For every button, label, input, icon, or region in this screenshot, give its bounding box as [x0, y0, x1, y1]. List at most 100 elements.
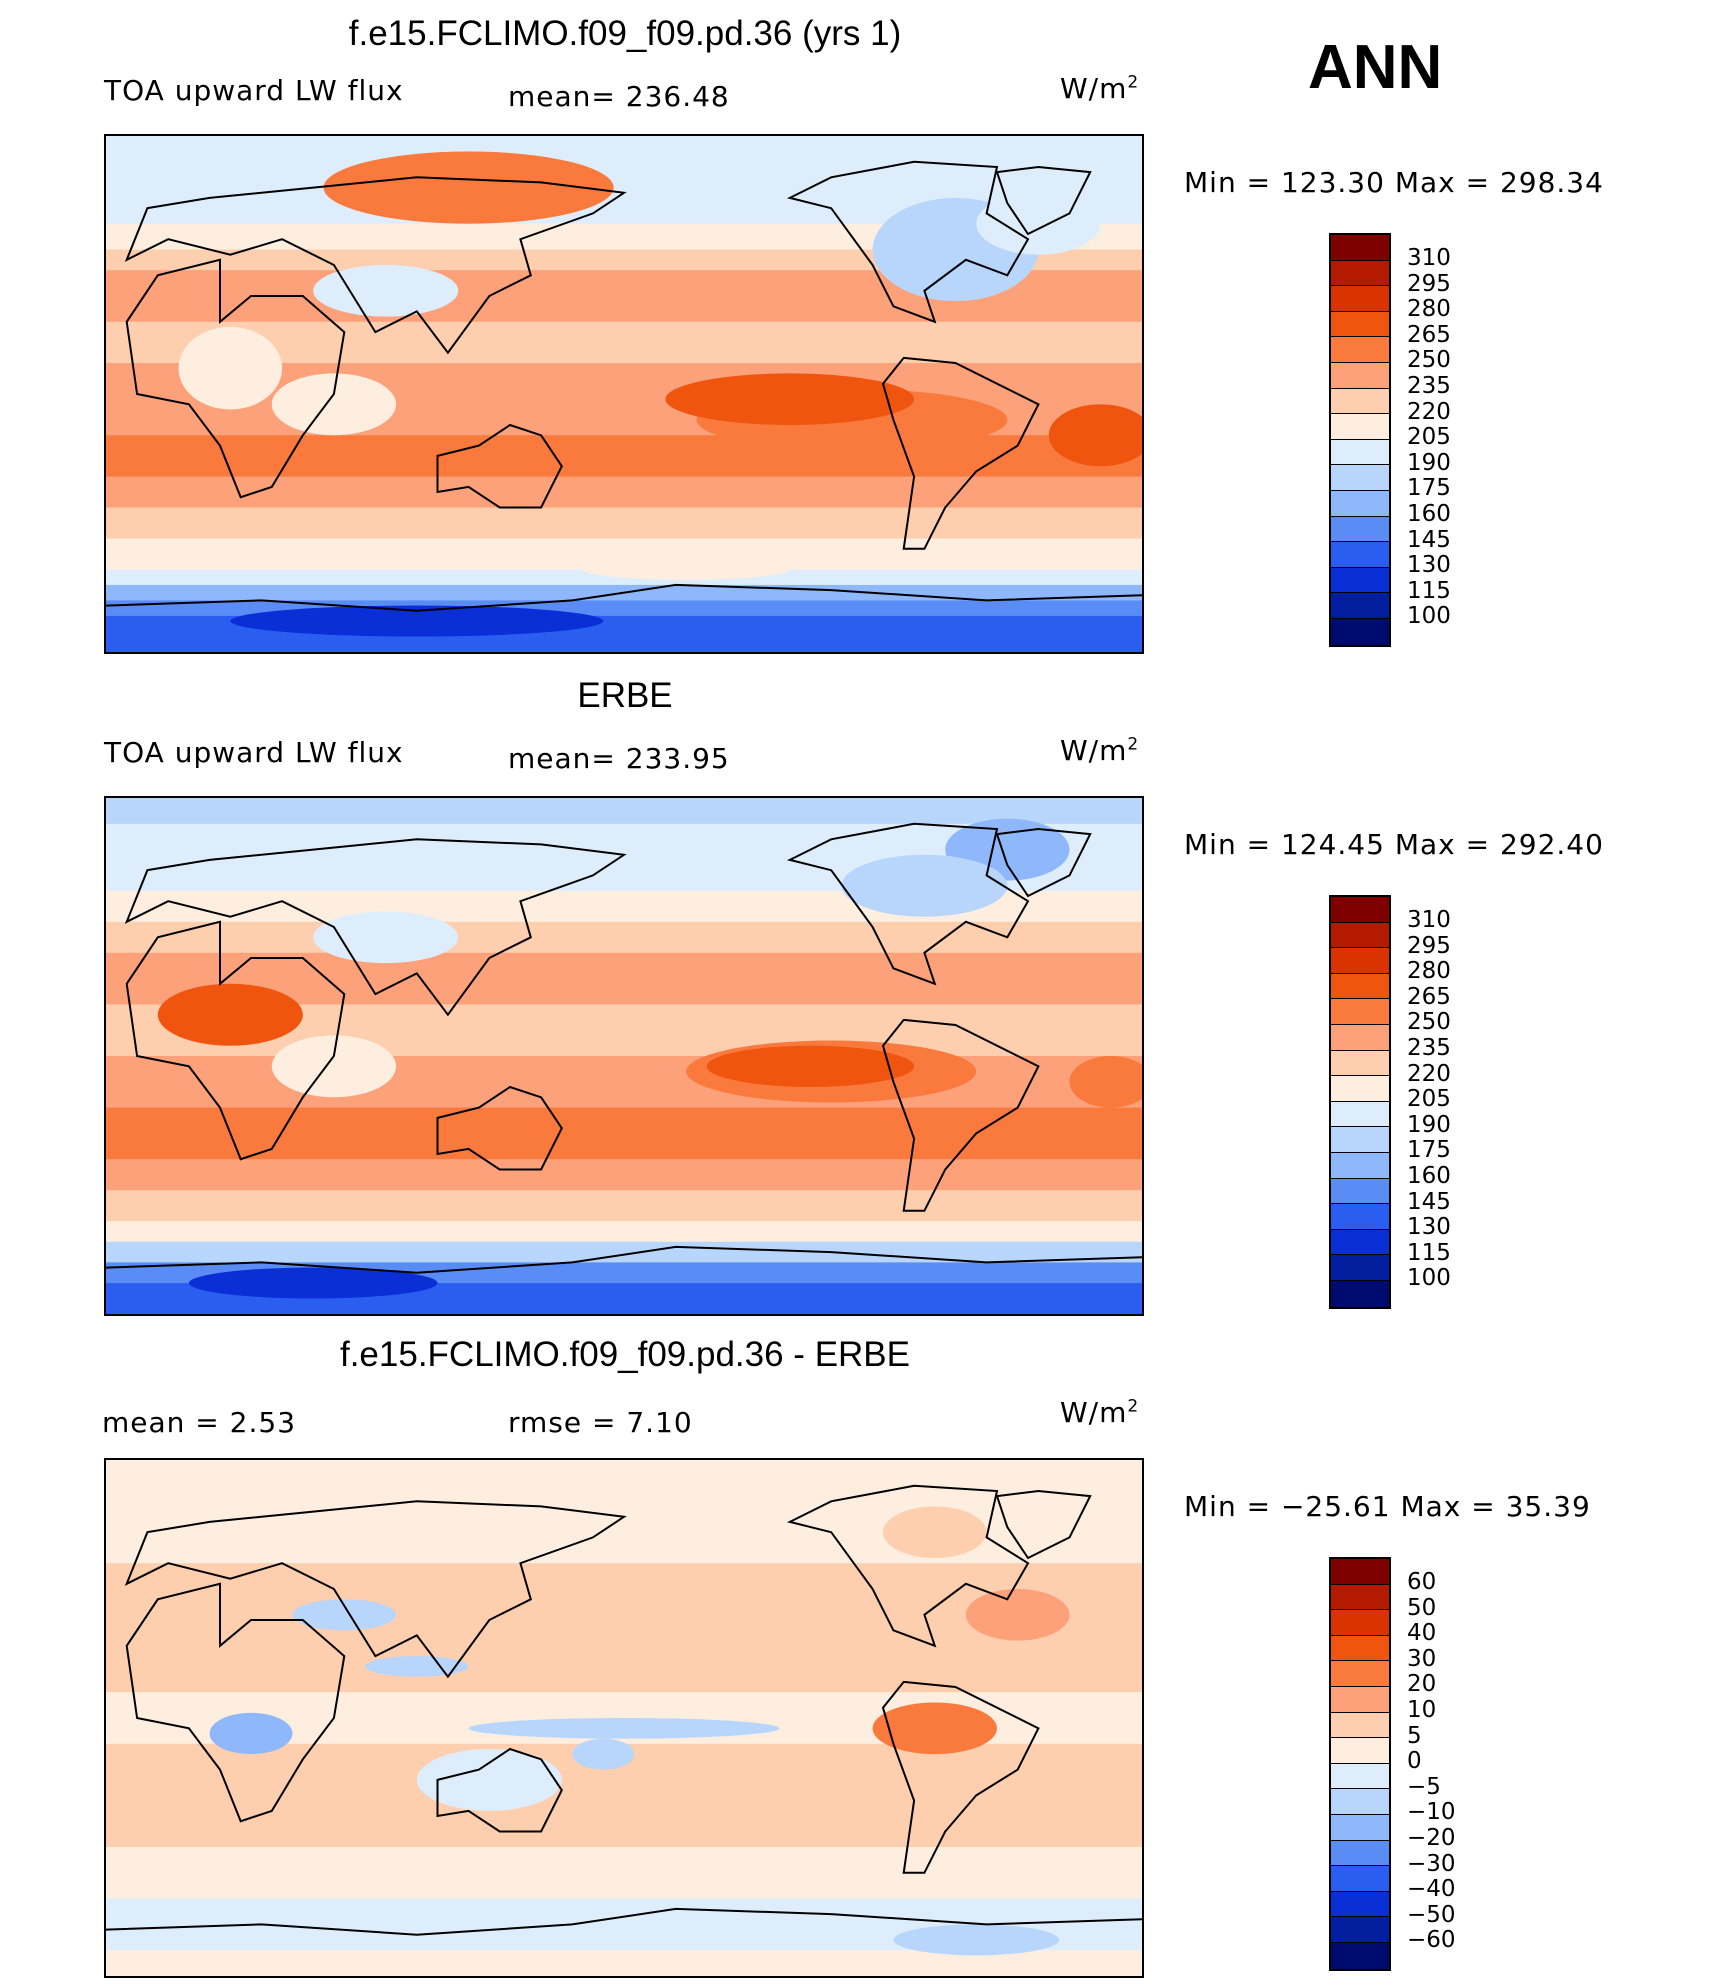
colorbar-swatch [1331, 1050, 1389, 1077]
map-blob [841, 854, 1008, 917]
coastline [995, 1489, 1092, 1560]
coastline [786, 1484, 1030, 1648]
colorbar-label: −50 [1407, 1901, 1456, 1928]
colorbar-swatch [1331, 618, 1389, 645]
colorbar-label: 115 [1407, 1239, 1451, 1266]
colorbar-label: 205 [1407, 1086, 1451, 1113]
map-blob [209, 1712, 293, 1755]
panel3-colorbar-labels: 60 50 40 30 20 10 5 0 −5 −10 −20 −30 −40 −50 −60 [1407, 1569, 1456, 1954]
panel2-units: W/m2 [1060, 734, 1140, 767]
colorbar-label: 160 [1407, 1162, 1451, 1189]
map-band [106, 1190, 1142, 1223]
panel1-map [104, 134, 1144, 654]
coastline [881, 356, 1040, 550]
colorbar-swatch [1331, 1255, 1389, 1281]
map-blob [572, 1738, 635, 1770]
colorbar-label: 20 [1407, 1671, 1437, 1698]
coastline [436, 1747, 563, 1833]
colorbar-swatch [1331, 1942, 1389, 1969]
colorbar-swatch [1331, 388, 1389, 415]
panel2-title: ERBE [577, 676, 673, 715]
panel1-title: f.e15.FCLIMO.f09_f09.pd.36 (yrs 1) [348, 14, 902, 53]
colorbar-label: 160 [1407, 500, 1451, 527]
colorbar-label: 145 [1407, 1188, 1451, 1215]
colorbar-swatch [1331, 1814, 1389, 1841]
colorbar-swatch [1331, 897, 1389, 923]
panel1-minmax: Min = 123.30 Max = 298.34 [1184, 166, 1604, 199]
colorbar-swatch [1331, 1204, 1389, 1230]
map-blob [976, 192, 1101, 255]
colorbar-swatch [1331, 1738, 1389, 1764]
colorbar-label: 30 [1407, 1645, 1437, 1672]
coastline [995, 827, 1092, 898]
colorbar-label: 190 [1407, 449, 1451, 476]
colorbar-swatch [1331, 1789, 1389, 1815]
colorbar-swatch [1331, 1101, 1389, 1128]
colorbar-label: 295 [1407, 932, 1451, 959]
coastline [106, 583, 1142, 612]
panel3-units: W/m2 [1060, 1396, 1140, 1429]
panel2-minmax: Min = 124.45 Max = 292.40 [1184, 828, 1604, 861]
map-blob [365, 1656, 469, 1677]
map-blob [893, 1924, 1060, 1956]
map-band [106, 1221, 1142, 1243]
colorbar-swatch [1331, 1024, 1389, 1051]
map-blob [582, 559, 790, 580]
colorbar-swatch [1331, 235, 1389, 261]
colorbar-swatch [1331, 439, 1389, 466]
map-band [106, 1241, 1142, 1264]
colorbar-swatch [1331, 1661, 1389, 1687]
map-blob [665, 373, 915, 425]
coastline [125, 920, 346, 1161]
colorbar-label: 115 [1407, 577, 1451, 604]
coastline [995, 165, 1092, 236]
coastline [881, 1018, 1040, 1212]
panel1-colorbar [1329, 233, 1391, 647]
colorbar-swatch [1331, 1763, 1389, 1790]
colorbar-label: 220 [1407, 398, 1451, 425]
colorbar-swatch [1331, 1152, 1389, 1179]
colorbar-label: 280 [1407, 296, 1451, 323]
colorbar-swatch [1331, 1559, 1389, 1585]
colorbar-label: 310 [1407, 907, 1451, 933]
map-band [106, 435, 1142, 478]
colorbar-label: 235 [1407, 1034, 1451, 1061]
map-blob [416, 1748, 562, 1811]
coastline [124, 176, 627, 355]
panel2-colorbar [1329, 895, 1391, 1309]
coastline [106, 1245, 1142, 1274]
colorbar-swatch [1331, 922, 1389, 949]
map-band [106, 1056, 1142, 1109]
colorbar-swatch [1331, 1917, 1389, 1943]
coastline [124, 1500, 627, 1679]
map-band [106, 1460, 1142, 1565]
colorbar-label: −40 [1407, 1876, 1456, 1903]
colorbar-label: 145 [1407, 526, 1451, 553]
map-band [106, 1159, 1142, 1192]
colorbar-swatch [1331, 593, 1389, 619]
colorbar-label: 130 [1407, 552, 1451, 579]
map-blob [872, 1702, 997, 1755]
colorbar-label: −10 [1407, 1799, 1456, 1826]
colorbar-label: 175 [1407, 1137, 1451, 1164]
coastline [125, 258, 346, 499]
map-blob [292, 1599, 397, 1631]
map-band [106, 921, 1142, 954]
map-blob [1048, 404, 1142, 467]
colorbar-label: −20 [1407, 1824, 1456, 1851]
colorbar-label: 50 [1407, 1594, 1437, 1621]
panel2-map [104, 796, 1144, 1316]
colorbar-swatch [1331, 311, 1389, 338]
map-band [106, 1107, 1142, 1161]
map-band [106, 136, 1142, 153]
colorbar-swatch [1331, 999, 1389, 1025]
panel3-mean: mean = 2.53 [102, 1406, 297, 1439]
map-blob [230, 605, 604, 637]
coastline [786, 160, 1030, 324]
colorbar-label: 130 [1407, 1214, 1451, 1241]
colorbar-swatch [1331, 1686, 1389, 1713]
coastline [124, 838, 627, 1017]
map-blob [188, 1267, 438, 1299]
colorbar-label: 265 [1407, 321, 1451, 348]
colorbar-swatch [1331, 567, 1389, 594]
